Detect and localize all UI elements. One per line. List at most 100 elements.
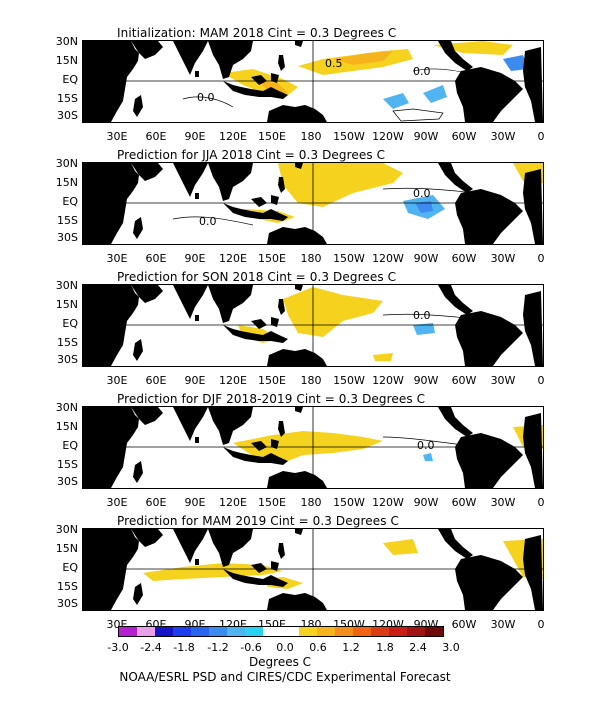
colorbar-swatch [263, 627, 281, 636]
lat-label: 15S [57, 214, 78, 227]
cool-anomaly [503, 55, 528, 71]
lon-label: 90W [413, 374, 439, 387]
colorbar-swatch [173, 627, 191, 636]
lon-label: 30E [106, 496, 128, 509]
lon-label: 0 [537, 252, 545, 265]
lat-label: 30S [57, 475, 78, 488]
credit-line: NOAA/ESRL PSD and CIRES/CDC Experimental… [119, 670, 451, 684]
cool-anomaly [415, 201, 433, 213]
colorbar-label: 0.0 [276, 641, 294, 654]
lon-label: 30W [490, 618, 516, 631]
lon-label: 150E [258, 496, 286, 509]
lon-label: 60W [451, 130, 477, 143]
colorbar-units: Degrees C [248, 655, 312, 669]
lon-label: 30E [106, 252, 128, 265]
map-area [82, 528, 544, 611]
lon-label: 30W [490, 496, 516, 509]
map-panel-son-2018: Prediction for SON 2018 Cint = 0.3 Degre… [0, 270, 600, 394]
colorbar-swatch [281, 627, 299, 636]
panel-title: Prediction for DJF 2018-2019 Cint = 0.3 … [117, 392, 426, 406]
lon-label: 60E [145, 374, 167, 387]
contour-line [172, 216, 254, 226]
lat-label: EQ [62, 317, 78, 330]
lon-label: 90E [184, 130, 206, 143]
map-area: 0.0 [82, 406, 544, 489]
anomaly-map: 0.5 0.0 0.0 [83, 41, 543, 122]
lon-label: 150E [258, 252, 286, 265]
lon-label: 180 [300, 252, 322, 265]
colorbar-swatch [407, 627, 425, 636]
lon-label: 120E [219, 496, 247, 509]
lon-label: 150E [258, 130, 286, 143]
lon-label: 120W [372, 496, 404, 509]
lon-label: 180 [300, 496, 322, 509]
contour-label: 0.0 [413, 65, 431, 78]
lat-label: 15S [57, 580, 78, 593]
contour-line [382, 187, 474, 194]
colorbar [118, 626, 444, 637]
colorbar-label: -2.4 [140, 641, 162, 654]
warm-anomaly [283, 287, 383, 337]
panel-title: Prediction for JJA 2018 Cint = 0.3 Degre… [117, 148, 386, 162]
lon-label: 180 [300, 374, 322, 387]
lon-label: 0 [537, 618, 545, 631]
contour-label: 0.0 [413, 309, 431, 322]
contour-label: 0.5 [325, 57, 343, 70]
colorbar-label: -3.0 [107, 641, 129, 654]
colorbar-swatch [371, 627, 389, 636]
anomaly-map: 0.0 0.0 [83, 163, 543, 244]
lon-label: 60E [145, 130, 167, 143]
lon-label: 180 [300, 130, 322, 143]
lon-label: 0 [537, 130, 545, 143]
map-panel-jja-2018: Prediction for JJA 2018 Cint = 0.3 Degre… [0, 148, 600, 272]
map-area: 0.5 0.0 0.0 [82, 40, 544, 123]
colorbar-swatch [299, 627, 317, 636]
colorbar-label: 3.0 [442, 641, 460, 654]
cool-anomaly [423, 453, 433, 461]
warm-anomaly [383, 539, 418, 555]
colorbar-swatch [191, 627, 209, 636]
lon-label: 90W [413, 130, 439, 143]
lat-label: EQ [62, 195, 78, 208]
lat-label: 15N [55, 54, 78, 67]
panel-title: Prediction for SON 2018 Cint = 0.3 Degre… [117, 270, 397, 284]
lat-label: 30S [57, 597, 78, 610]
lat-label: EQ [62, 73, 78, 86]
anomaly-map: 0.0 [83, 285, 543, 366]
colorbar-label: 1.2 [342, 641, 360, 654]
lon-label: 90W [413, 496, 439, 509]
colorbar-label: 0.6 [309, 641, 327, 654]
lon-label: 60E [145, 496, 167, 509]
lon-label: 90E [184, 496, 206, 509]
colorbar-label: 2.4 [409, 641, 427, 654]
warm-anomaly [278, 163, 403, 207]
map-area: 0.0 [82, 284, 544, 367]
colorbar-swatch [209, 627, 227, 636]
map-panel-mam-2019: Prediction for MAM 2019 Cint = 0.3 Degre… [0, 514, 600, 638]
lat-label: 15N [55, 420, 78, 433]
lon-label: 30W [490, 130, 516, 143]
lon-label: 120W [372, 130, 404, 143]
lon-label: 30W [490, 252, 516, 265]
lon-label: 150W [333, 496, 365, 509]
lon-label: 60W [451, 618, 477, 631]
colorbar-swatch [317, 627, 335, 636]
lon-label: 120E [219, 252, 247, 265]
contour-label: 0.0 [197, 91, 215, 104]
contour-label: 0.0 [417, 439, 435, 452]
anomaly-map: 0.0 [83, 407, 543, 488]
colorbar-swatch [227, 627, 245, 636]
lon-label: 0 [537, 374, 545, 387]
cool-anomaly [413, 323, 435, 335]
warm-anomaly [433, 41, 513, 55]
lon-label: 60W [451, 496, 477, 509]
colorbar-label: -0.6 [240, 641, 262, 654]
lon-label: 150W [333, 374, 365, 387]
lon-label: 120E [219, 374, 247, 387]
lat-label: 30N [55, 523, 78, 536]
map-panel-mam-2018: Initialization: MAM 2018 Cint = 0.3 Degr… [0, 26, 600, 150]
lon-label: 60W [451, 374, 477, 387]
lon-label: 30E [106, 374, 128, 387]
warm-anomaly [143, 563, 283, 581]
panel-title: Initialization: MAM 2018 Cint = 0.3 Degr… [117, 26, 397, 40]
